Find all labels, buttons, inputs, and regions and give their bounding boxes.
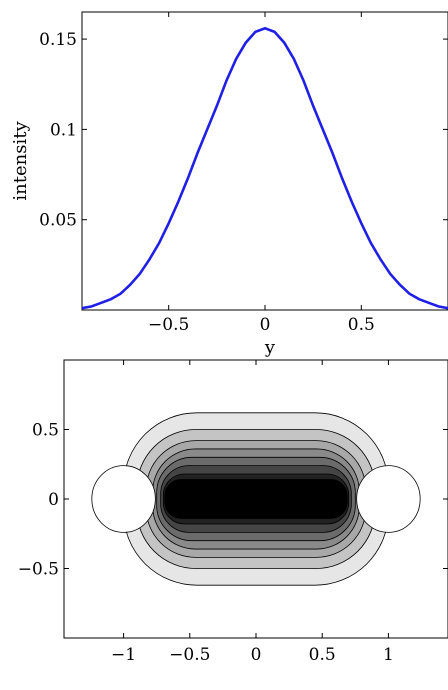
top-x-tick-label: 0 bbox=[260, 315, 271, 335]
bottom-y-tick-label: 0.5 bbox=[32, 421, 59, 441]
right-excluded-region bbox=[356, 465, 421, 533]
top-axis-ticks: −0.5 0 0.5 0.05 0.1 0.15 bbox=[39, 12, 448, 335]
bottom-x-tick-label: 0.5 bbox=[309, 645, 336, 665]
top-y-axis-label: intensity bbox=[10, 121, 31, 201]
bottom-x-tick-label: −0.5 bbox=[169, 645, 210, 665]
top-plot-frame bbox=[81, 11, 448, 311]
bottom-y-tick-label: −0.5 bbox=[18, 560, 59, 580]
bottom-x-tick-label: 1 bbox=[383, 645, 394, 665]
top-y-tick-label: 0.1 bbox=[50, 120, 77, 140]
contour-levels bbox=[91, 412, 421, 586]
bottom-x-tick-label: 0 bbox=[251, 645, 262, 665]
left-excluded-region bbox=[91, 465, 156, 533]
contour-level-8 bbox=[164, 479, 348, 519]
bottom-axis-ticks: −1 −0.5 0 0.5 1 −0.5 0 0.5 bbox=[18, 360, 448, 665]
top-x-tick-label: 0.5 bbox=[348, 315, 375, 335]
intensity-curve bbox=[81, 26, 448, 310]
top-y-tick-label: 0.15 bbox=[39, 30, 77, 50]
bottom-y-tick-label: 0 bbox=[48, 490, 59, 510]
top-x-axis-label: y bbox=[264, 337, 276, 358]
top-y-tick-label: 0.05 bbox=[39, 211, 77, 231]
contour-plot: −1 −0.5 0 0.5 1 −0.5 0 0.5 bbox=[18, 359, 448, 665]
top-x-tick-label: −0.5 bbox=[148, 315, 189, 335]
bottom-x-tick-label: −1 bbox=[111, 645, 136, 665]
intensity-profile-plot: −0.5 0 0.5 0.05 0.1 0.15 y intensity bbox=[10, 11, 448, 358]
